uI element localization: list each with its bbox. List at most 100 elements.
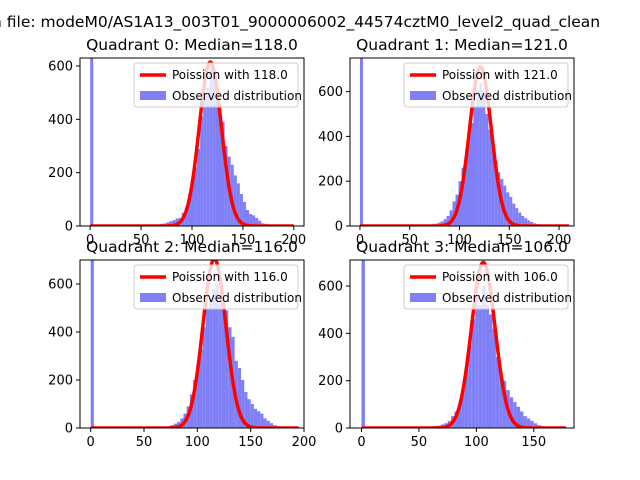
panel-title: Quadrant 3: Median=106.0 — [356, 238, 568, 256]
histogram-bar — [533, 423, 538, 428]
histogram-bar — [236, 183, 240, 226]
histogram-bar — [228, 327, 232, 428]
histogram-bar — [359, 58, 363, 226]
histogram-bar — [476, 91, 480, 226]
histogram-bar — [90, 260, 94, 428]
y-tick-label: 0 — [335, 220, 343, 235]
legend-label-observed: Observed distribution — [172, 291, 302, 305]
panel-title: Quadrant 2: Median=116.0 — [86, 238, 298, 256]
histogram-bar — [249, 214, 253, 226]
legend-bar-swatch — [140, 293, 166, 302]
y-tick-label: 600 — [318, 280, 343, 295]
histogram-bar — [513, 401, 517, 428]
legend: Poission with 116.0 Observed distribution — [133, 264, 302, 310]
legend-label-observed: Observed distribution — [442, 89, 572, 103]
histogram-bar — [470, 122, 474, 226]
histogram-bar — [237, 368, 242, 428]
plot-area — [88, 58, 296, 226]
histogram-bar — [518, 212, 522, 226]
histogram-bar — [258, 220, 262, 226]
histogram-bar — [499, 373, 503, 428]
histogram-bar — [488, 129, 492, 226]
histogram-bar — [266, 420, 270, 428]
x-tick-label: 0 — [357, 435, 365, 450]
y-tick-label: 400 — [318, 327, 343, 342]
histogram-bar — [515, 208, 519, 226]
histogram-bar — [172, 220, 176, 226]
legend: Poission with 121.0 Observed distribution — [403, 62, 572, 108]
histogram-bar — [242, 202, 246, 226]
x-tick-label: 200 — [547, 233, 572, 248]
legend-bar-swatch — [140, 91, 166, 100]
histogram-bar — [221, 122, 225, 226]
x-tick-label: 150 — [230, 233, 255, 248]
y-tick-label: 600 — [48, 278, 73, 293]
histogram-bar — [169, 221, 173, 226]
histogram-bar — [184, 207, 188, 226]
histogram-bar — [473, 105, 477, 226]
x-tick-label: 200 — [292, 435, 317, 450]
histogram-bar — [521, 215, 525, 226]
axes-frame — [349, 57, 575, 227]
histogram-bar — [199, 348, 203, 428]
y-tick-label: 200 — [318, 374, 343, 389]
legend-bar-swatch — [410, 293, 436, 302]
y-tick-label: 200 — [48, 374, 73, 389]
histogram-bar — [479, 82, 483, 226]
quadrant-panel-0: Quadrant 0: Median=118.0 0 50 100 150 200 0 200… — [48, 36, 306, 248]
panel-title: Quadrant 0: Median=118.0 — [86, 36, 298, 54]
histogram-bar — [485, 114, 489, 226]
histogram-bar — [245, 210, 250, 226]
x-tick-label: 200 — [281, 233, 306, 248]
legend-label-observed: Observed distribution — [172, 89, 302, 103]
histogram-bar — [239, 194, 243, 226]
histogram-bar — [457, 404, 462, 428]
histogram-bar — [194, 167, 198, 226]
quadrant-panel-3: Quadrant 3: Median=106.0 0 50 100 150 0 200 400… — [318, 238, 575, 450]
x-tick-label: 100 — [185, 435, 210, 450]
histogram-bar — [461, 390, 465, 428]
histogram-bar — [221, 303, 226, 428]
histogram-bar — [202, 327, 206, 428]
histogram-bar — [190, 183, 195, 226]
legend-label-poisson: Poission with 118.0 — [172, 68, 288, 82]
x-tick-label: 100 — [180, 233, 205, 248]
axes-frame — [79, 259, 305, 429]
x-tick-label: 50 — [411, 435, 428, 450]
legend-box — [133, 264, 299, 310]
histogram-bar — [250, 404, 254, 428]
histogram-bar — [252, 215, 256, 226]
histogram-bar — [440, 221, 444, 226]
legend-bar-swatch — [410, 91, 436, 100]
legend-label-poisson: Poission with 106.0 — [442, 270, 558, 284]
x-tick-label: 50 — [401, 233, 418, 248]
y-tick-label: 0 — [65, 422, 73, 437]
histogram-bar — [494, 161, 498, 226]
histogram-bar — [193, 380, 197, 428]
x-tick-label: 0 — [86, 233, 94, 248]
histogram-bar — [166, 222, 170, 226]
legend: Poission with 118.0 Observed distribution — [133, 62, 302, 108]
histogram-bar — [449, 210, 453, 226]
histogram-bar — [509, 196, 513, 226]
y-tick-label: 200 — [318, 175, 343, 190]
legend: Poission with 106.0 Observed distribution — [403, 264, 572, 310]
legend-label-poisson: Poission with 121.0 — [442, 68, 558, 82]
histogram-bar — [520, 411, 524, 428]
histogram-bar — [200, 116, 204, 226]
panels-container: Quadrant 0: Median=118.0 0 50 100 150 200 0 200… — [48, 36, 575, 450]
histogram-bar — [491, 140, 495, 226]
histogram-bar — [516, 406, 521, 428]
y-tick-label: 400 — [318, 130, 343, 145]
histogram-bar — [502, 380, 507, 428]
histogram-bar — [492, 328, 496, 428]
y-tick-label: 0 — [335, 422, 343, 437]
histogram-bar — [443, 219, 447, 226]
histogram-bar — [215, 284, 219, 428]
y-tick-label: 0 — [65, 220, 73, 235]
histogram-bar — [471, 319, 476, 428]
histogram-bar — [506, 192, 510, 226]
histogram-bar — [225, 310, 229, 428]
histogram-bar — [475, 295, 479, 428]
